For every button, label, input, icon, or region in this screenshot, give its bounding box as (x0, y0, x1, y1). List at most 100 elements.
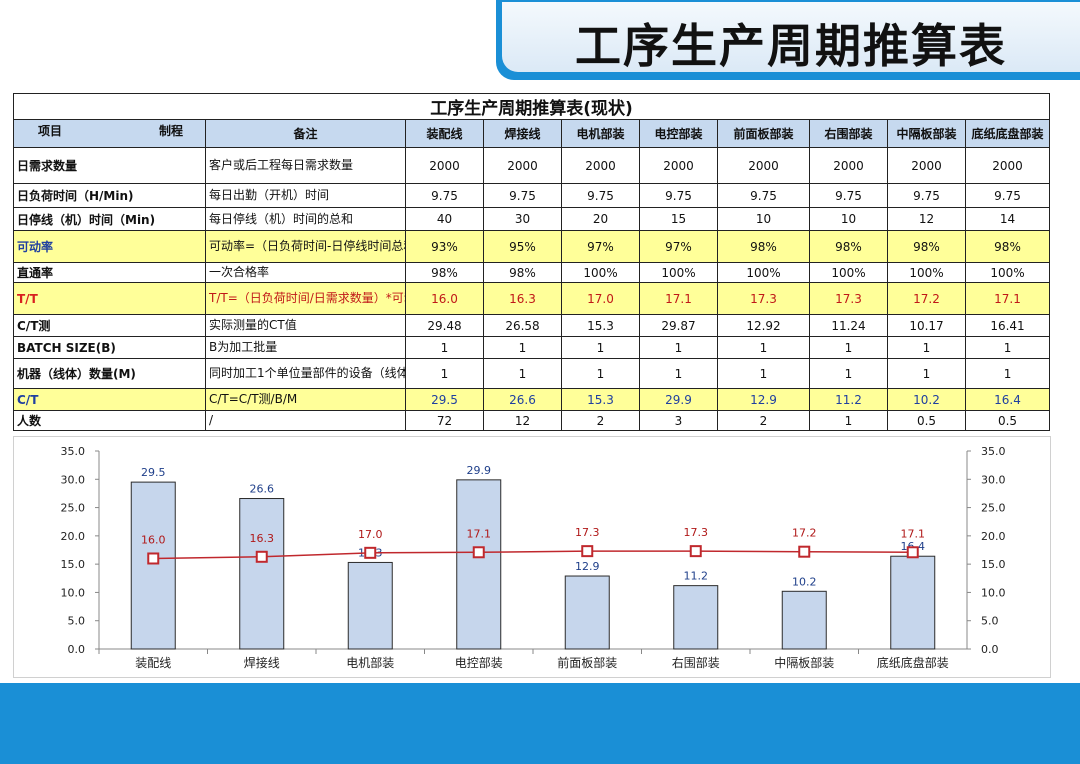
table-cell: 16.41 (964, 314, 1051, 337)
line-data-label: 17.1 (467, 527, 492, 540)
table-cell: 98% (405, 262, 484, 283)
table-cell: 0.5 (887, 410, 966, 431)
table-cell: 40 (405, 207, 484, 231)
table-cell: 9.75 (809, 183, 888, 208)
tt-series-line (153, 550, 913, 560)
bar (347, 561, 393, 650)
table-cell: 9.75 (639, 183, 718, 208)
x-tick-label: 中隔板部装 (774, 655, 834, 670)
table-cell: 10 (717, 207, 810, 231)
y-tick-label: 5.0 (68, 615, 86, 628)
table-cell: 1 (717, 358, 810, 389)
table-cell: 3 (639, 410, 718, 431)
table-row: BATCH SIZE(B) B为加工批量 1 1 1 1 1 1 1 1 (13, 336, 1051, 359)
table-cell: 97% (639, 230, 718, 263)
header-column: 焊接线 (483, 119, 562, 148)
bar (781, 590, 827, 650)
table-cell: 30 (483, 207, 562, 231)
y-tick-label: 15.0 (61, 558, 86, 571)
table-cell: 12.92 (717, 314, 810, 337)
table-cell: 1 (639, 336, 718, 359)
bar (564, 575, 610, 650)
line-point-marker (255, 550, 268, 563)
table-row: 日负荷时间（H/Min) 每日出勤（开机）时间 9.75 9.75 9.75 9.75 9.… (13, 183, 1051, 208)
table-cell: 15 (639, 207, 718, 231)
x-tick-label: 前面板部装 (557, 655, 617, 670)
table-cell: 20 (561, 207, 640, 231)
table-cell: 1 (964, 358, 1051, 389)
bar-data-label: 29.5 (141, 466, 166, 479)
table-cell: 17.3 (809, 282, 888, 315)
row-label: 机器（线体）数量(M) (13, 358, 206, 389)
row-note: 实际测量的CT值 (205, 314, 406, 337)
bar (890, 555, 936, 650)
table-row: 日需求数量 客户或后工程每日需求数量 2000 2000 2000 2000 2000 200… (13, 147, 1051, 184)
row-note: 每日停线（机）时间的总和 (205, 207, 406, 231)
row-note: 一次合格率 (205, 262, 406, 283)
table-cell: 1 (483, 336, 562, 359)
bar (130, 481, 176, 650)
table-cell: 12 (483, 410, 562, 431)
footer-bar (0, 683, 1080, 764)
header-note: 备注 (205, 119, 406, 148)
table-cell: 11.2 (809, 388, 888, 411)
line-data-label: 17.0 (358, 528, 383, 541)
table-cell: 100% (887, 262, 966, 283)
table-cell: 1 (809, 410, 888, 431)
row-note: T/T=（日负荷时间/日需求数量）*可动率*直通率 (205, 282, 406, 315)
table-cell: 1 (887, 358, 966, 389)
bar-data-label: 10.2 (792, 575, 817, 588)
table-cell: 100% (964, 262, 1051, 283)
table-cell: 14 (964, 207, 1051, 231)
table-cell: 9.75 (483, 183, 562, 208)
row-label: 日负荷时间（H/Min) (13, 183, 206, 208)
table-cell: 9.75 (717, 183, 810, 208)
table-title: 工序生产周期推算表(现状) (12, 93, 1051, 120)
table-cell: 9.75 (887, 183, 966, 208)
y-tick-label: 30.0 (61, 473, 86, 486)
page-title: 工序生产周期推算表 (575, 19, 1007, 73)
table-row: 人数/72 12 2 3 2 1 0.5 0.5 (13, 410, 1051, 431)
row-label: 日停线（机）时间（Min) (13, 207, 206, 231)
y2-tick-label: 0.0 (981, 643, 999, 656)
header-column: 右围部装 (809, 119, 888, 148)
x-tick-label: 底纸底盘部装 (877, 655, 949, 670)
table-cell: 2000 (483, 147, 562, 184)
table-cell: 98% (964, 230, 1051, 263)
table-cell: 10.2 (887, 388, 966, 411)
table-cell: 98% (483, 262, 562, 283)
table-cell: 9.75 (964, 183, 1051, 208)
table-cell: 1 (964, 336, 1051, 359)
y-tick-label: 35.0 (61, 445, 86, 458)
y2-tick-label: 15.0 (981, 558, 1006, 571)
table-cell: 1 (887, 336, 966, 359)
row-label: C/T测 (13, 314, 206, 337)
header-process-label: 制程 (158, 124, 183, 138)
table-cell: 2000 (717, 147, 810, 184)
y2-tick-label: 5.0 (981, 615, 999, 628)
row-note: C/T=C/T测/B/M (205, 388, 406, 411)
table-cell: 29.48 (405, 314, 484, 337)
table-cell: 93% (405, 230, 484, 263)
table-cell: 1 (717, 336, 810, 359)
table-cell: 100% (717, 262, 810, 283)
line-point-marker (906, 546, 919, 559)
x-tick-label: 焊接线 (244, 655, 280, 670)
table-cell: 1 (809, 336, 888, 359)
table-cell: 15.3 (561, 314, 640, 337)
table-cell: 12.9 (717, 388, 810, 411)
table-cell: 29.87 (639, 314, 718, 337)
row-label: 可动率 (13, 230, 206, 263)
line-data-label: 16.3 (250, 532, 275, 545)
y2-tick-label: 30.0 (981, 473, 1006, 486)
table-cell: 2000 (809, 147, 888, 184)
x-tick-label: 装配线 (135, 656, 171, 670)
line-data-label: 17.3 (684, 526, 709, 539)
row-label: C/T (13, 388, 206, 411)
table-cell: 16.0 (405, 282, 484, 315)
y-tick-label: 10.0 (61, 586, 86, 599)
table-cell: 26.6 (483, 388, 562, 411)
table-cell: 17.3 (717, 282, 810, 315)
y2-tick-label: 35.0 (981, 445, 1006, 458)
header-column: 电机部装 (561, 119, 640, 148)
